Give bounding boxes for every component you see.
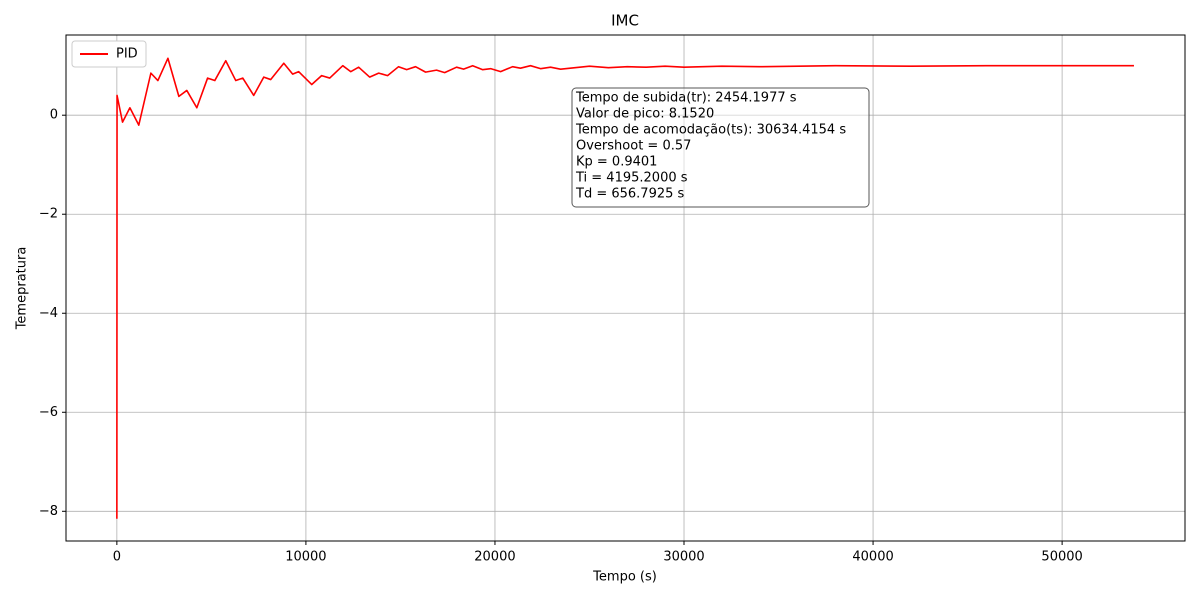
y-tick-label: −2 <box>39 207 58 222</box>
data-line <box>116 57 1134 519</box>
annotation-line: Td = 656.7925 s <box>575 187 685 202</box>
annotation-line: Kp = 0.9401 <box>576 155 657 170</box>
annotation-line: Tempo de subida(tr): 2454.1977 s <box>575 91 797 106</box>
annotation-box <box>571 87 870 208</box>
x-tick-label: 30000 <box>663 550 704 565</box>
x-tick-label: 0 <box>113 550 121 565</box>
y-tick-label: −6 <box>39 405 58 420</box>
x-tick-label: 10000 <box>285 550 326 565</box>
y-axis-label: Temepratura <box>15 247 30 331</box>
x-tick-label: 50000 <box>1041 550 1082 565</box>
annotation-line: Overshoot = 0.57 <box>576 139 691 154</box>
annotation-line: Valor de pico: 8.1520 <box>576 107 714 122</box>
annotation-line: Tempo de acomodação(ts): 30634.4154 s <box>575 123 846 138</box>
y-tick-label: −4 <box>39 306 58 321</box>
legend-label: PID <box>116 47 138 62</box>
x-tick-label: 20000 <box>474 550 515 565</box>
x-axis-label: Tempo (s) <box>592 570 657 585</box>
chart-title: IMC <box>611 12 639 30</box>
legend-box <box>71 40 147 68</box>
y-tick-label: 0 <box>50 108 58 123</box>
plot-frame <box>65 34 1186 542</box>
y-tick-label: −8 <box>39 504 58 519</box>
x-tick-label: 40000 <box>852 550 893 565</box>
annotation-line: Ti = 4195.2000 s <box>575 171 688 186</box>
